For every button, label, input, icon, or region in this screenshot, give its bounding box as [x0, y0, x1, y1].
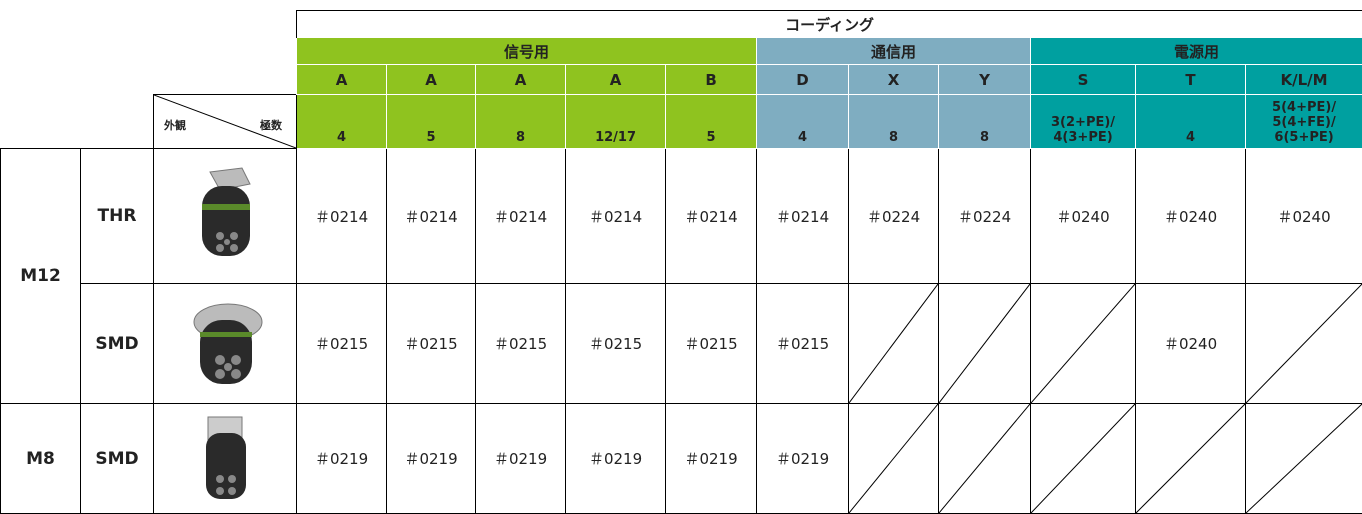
coding: A	[476, 65, 566, 95]
slash	[1246, 404, 1362, 513]
part-code: ＃0240	[1136, 284, 1246, 404]
slash	[939, 404, 1030, 513]
poles: 5	[666, 95, 757, 149]
blank-cell	[1, 38, 297, 65]
slash	[1136, 404, 1245, 513]
poles: 4	[1136, 95, 1246, 149]
coding: A	[566, 65, 666, 95]
table-row: SMD＃0215＃0215＃0215＃0215＃0215＃0215＃0240	[1, 284, 1362, 404]
part-code: ＃0214	[297, 149, 387, 284]
part-code: ＃0219	[757, 404, 849, 514]
slash	[939, 284, 1030, 403]
part-code: ＃0215	[476, 284, 566, 404]
table-row: 信号用通信用電源用	[1, 38, 1362, 65]
part-code: ＃0214	[476, 149, 566, 284]
blank-cell	[1, 95, 154, 149]
coding: A	[387, 65, 476, 95]
coding: Y	[939, 65, 1031, 95]
part-code: ＃0215	[666, 284, 757, 404]
corner-cell: 外観 極数	[154, 95, 297, 149]
part-code: ＃0240	[1031, 149, 1136, 284]
product-image	[154, 149, 297, 284]
table-row: コーディング	[1, 11, 1362, 38]
group-header: 信号用	[297, 38, 757, 65]
connector-icon	[180, 292, 270, 392]
empty-cell	[1031, 404, 1136, 514]
poles: 8	[849, 95, 939, 149]
coding: D	[757, 65, 849, 95]
corner-left: 外観	[164, 117, 186, 133]
part-code: ＃0215	[387, 284, 476, 404]
part-code: ＃0224	[849, 149, 939, 284]
part-code: ＃0215	[757, 284, 849, 404]
slash	[1031, 284, 1135, 403]
empty-cell	[939, 404, 1031, 514]
corner-right: 極数	[260, 117, 282, 133]
poles: 5(4+PE)/ 5(4+FE)/ 6(5+PE)	[1246, 95, 1362, 149]
blank-cell	[1, 65, 297, 95]
empty-cell	[1246, 404, 1362, 514]
poles: 4	[297, 95, 387, 149]
slash	[1031, 404, 1135, 513]
mount-label: SMD	[81, 284, 154, 404]
product-image	[154, 284, 297, 404]
part-code: ＃0240	[1136, 149, 1246, 284]
blank-cell	[1, 11, 297, 38]
part-code: ＃0214	[387, 149, 476, 284]
coding: X	[849, 65, 939, 95]
group-header: 通信用	[757, 38, 1031, 65]
coding: A	[297, 65, 387, 95]
coding: B	[666, 65, 757, 95]
part-code: ＃0215	[566, 284, 666, 404]
part-code: ＃0219	[666, 404, 757, 514]
part-code: ＃0219	[387, 404, 476, 514]
part-code: ＃0219	[297, 404, 387, 514]
empty-cell	[1031, 284, 1136, 404]
coding: T	[1136, 65, 1246, 95]
poles: 5	[387, 95, 476, 149]
poles: 8	[476, 95, 566, 149]
mount-label: SMD	[81, 404, 154, 514]
size-label: M8	[1, 404, 81, 514]
part-code: ＃0240	[1246, 149, 1362, 284]
part-code: ＃0219	[566, 404, 666, 514]
part-code: ＃0215	[297, 284, 387, 404]
coding-title: コーディング	[297, 11, 1362, 38]
group-header: 電源用	[1031, 38, 1362, 65]
coding: K/L/M	[1246, 65, 1362, 95]
connector-icon	[180, 164, 270, 264]
empty-cell	[1136, 404, 1246, 514]
empty-cell	[1246, 284, 1362, 404]
slash	[1246, 284, 1362, 403]
product-image	[154, 404, 297, 514]
poles: 12/17	[566, 95, 666, 149]
slash	[849, 284, 938, 403]
poles: 8	[939, 95, 1031, 149]
part-code: ＃0214	[757, 149, 849, 284]
empty-cell	[849, 404, 939, 514]
empty-cell	[849, 284, 939, 404]
size-label: M12	[1, 149, 81, 404]
connector-icon	[180, 407, 270, 507]
slash	[849, 404, 938, 513]
mount-label: THR	[81, 149, 154, 284]
poles: 3(2+PE)/ 4(3+PE)	[1031, 95, 1136, 149]
part-code: ＃0214	[566, 149, 666, 284]
part-code: ＃0224	[939, 149, 1031, 284]
coding: S	[1031, 65, 1136, 95]
part-code: ＃0214	[666, 149, 757, 284]
poles: 4	[757, 95, 849, 149]
empty-cell	[939, 284, 1031, 404]
part-code: ＃0219	[476, 404, 566, 514]
